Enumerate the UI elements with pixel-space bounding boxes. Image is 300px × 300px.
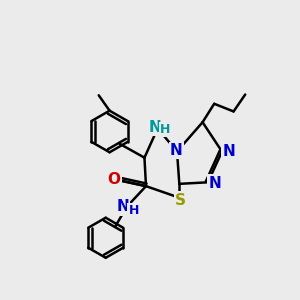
Text: H: H: [128, 203, 139, 217]
Text: N: N: [170, 143, 183, 158]
Text: N: N: [116, 200, 129, 214]
Text: N: N: [208, 176, 221, 190]
Text: S: S: [176, 193, 186, 208]
Text: H: H: [160, 123, 171, 136]
Text: N: N: [223, 144, 235, 159]
Text: O: O: [108, 172, 121, 188]
Text: N: N: [149, 120, 162, 135]
